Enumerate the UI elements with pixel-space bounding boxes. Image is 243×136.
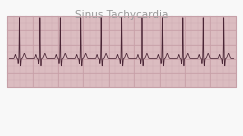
Bar [7, 16, 236, 87]
Text: Sinus Tachycardia: Sinus Tachycardia [75, 10, 168, 20]
